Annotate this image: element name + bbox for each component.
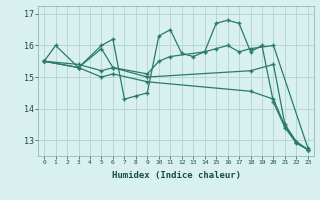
X-axis label: Humidex (Indice chaleur): Humidex (Indice chaleur) [111, 171, 241, 180]
